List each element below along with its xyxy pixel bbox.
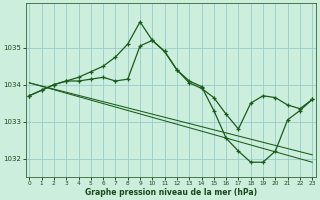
X-axis label: Graphe pression niveau de la mer (hPa): Graphe pression niveau de la mer (hPa): [85, 188, 257, 197]
